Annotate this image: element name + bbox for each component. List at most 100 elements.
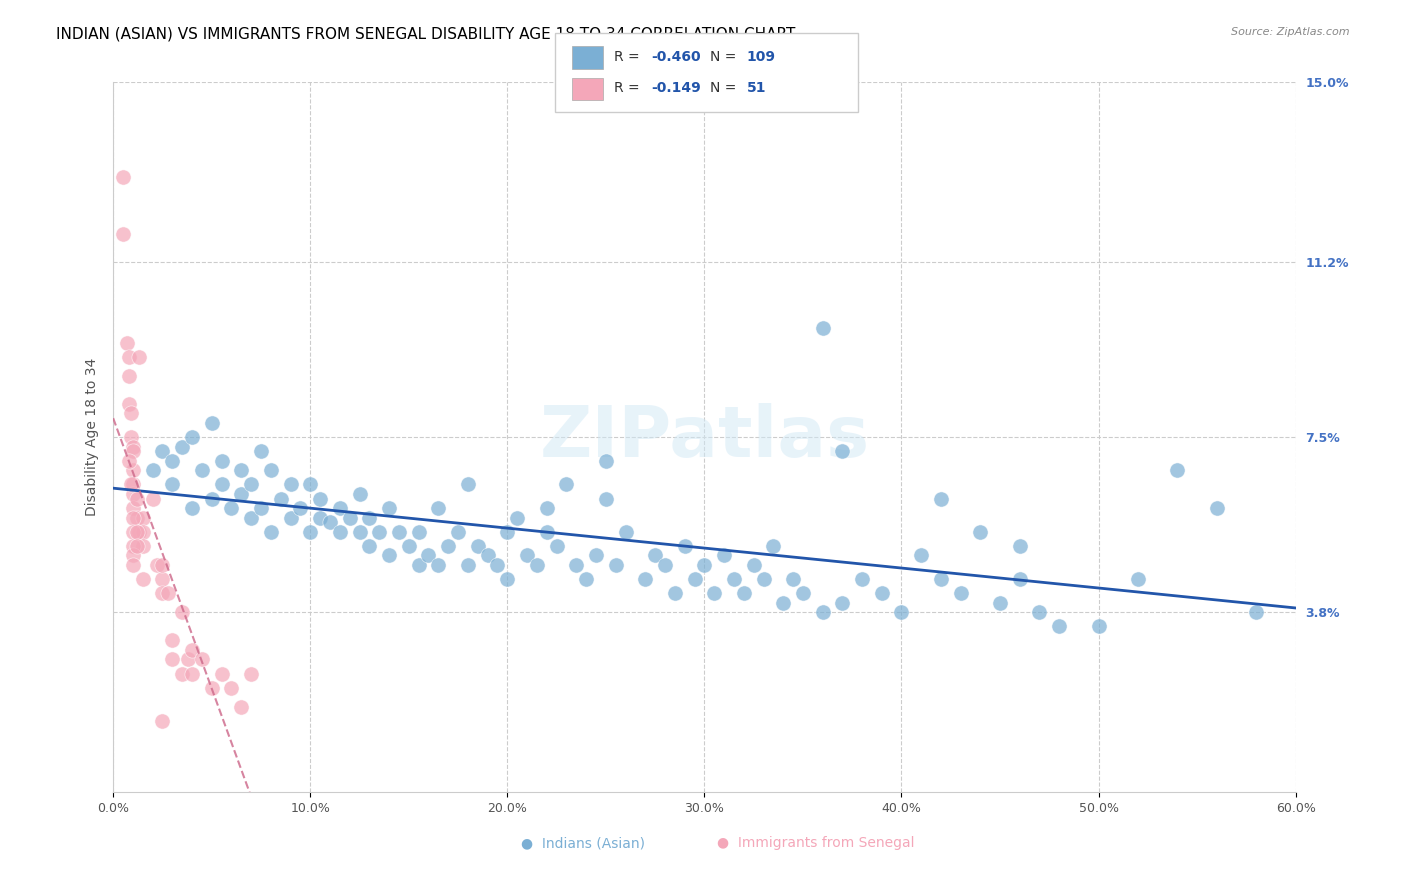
Point <box>536 524 558 539</box>
Point <box>349 524 371 539</box>
Point <box>427 558 450 572</box>
Point <box>605 558 627 572</box>
Point <box>240 477 263 491</box>
Y-axis label: Disability Age 18 to 34: Disability Age 18 to 34 <box>86 358 100 516</box>
Point <box>329 501 352 516</box>
Point <box>122 539 145 553</box>
Point <box>177 652 200 666</box>
Point <box>713 549 735 563</box>
Point <box>546 539 568 553</box>
Point <box>654 558 676 572</box>
Point <box>634 572 657 586</box>
Point <box>181 430 204 444</box>
Point <box>211 666 233 681</box>
Point <box>260 463 283 477</box>
Point <box>742 558 765 572</box>
Point <box>595 454 617 468</box>
Point <box>378 501 401 516</box>
Point <box>536 501 558 516</box>
Point <box>118 368 141 383</box>
Point <box>162 652 184 666</box>
Point <box>1008 572 1031 586</box>
Point <box>486 558 509 572</box>
Point <box>437 539 460 553</box>
Point <box>152 558 174 572</box>
Point <box>201 416 224 430</box>
Text: 51: 51 <box>747 81 766 95</box>
Point <box>132 572 155 586</box>
Point <box>191 652 214 666</box>
Point <box>125 510 148 524</box>
Point <box>122 501 145 516</box>
Point <box>201 681 224 695</box>
Point <box>349 487 371 501</box>
Point <box>949 586 972 600</box>
Point <box>782 572 804 586</box>
Point <box>128 524 150 539</box>
Point <box>733 586 755 600</box>
Point <box>575 572 598 586</box>
Point <box>122 477 145 491</box>
Point <box>1244 605 1267 619</box>
Point <box>191 463 214 477</box>
Point <box>811 605 834 619</box>
Text: -0.460: -0.460 <box>651 50 700 64</box>
Point <box>585 549 607 563</box>
Text: ZIPatlas: ZIPatlas <box>540 402 869 472</box>
Point <box>457 558 479 572</box>
Point <box>250 501 273 516</box>
Point <box>112 227 135 241</box>
Point <box>319 516 342 530</box>
Point <box>1166 463 1188 477</box>
Point <box>211 454 233 468</box>
Point <box>125 524 148 539</box>
Point <box>870 586 893 600</box>
Point <box>811 321 834 335</box>
Point <box>792 586 814 600</box>
Point <box>1087 619 1109 633</box>
Point <box>427 501 450 516</box>
Point <box>851 572 873 586</box>
Point <box>280 477 302 491</box>
Point <box>118 454 141 468</box>
Point <box>112 169 135 184</box>
Point <box>221 501 243 516</box>
Point <box>290 501 312 516</box>
Point <box>723 572 745 586</box>
Point <box>231 487 253 501</box>
Point <box>115 335 138 350</box>
Point <box>122 440 145 454</box>
Point <box>201 491 224 506</box>
Point <box>118 350 141 364</box>
Point <box>172 666 194 681</box>
Point <box>120 407 142 421</box>
Text: R =: R = <box>614 50 644 64</box>
Point <box>118 397 141 411</box>
Point <box>831 596 853 610</box>
Point <box>447 524 470 539</box>
Point <box>125 491 148 506</box>
Point <box>683 572 706 586</box>
Point <box>260 524 283 539</box>
Point <box>280 510 302 524</box>
Point <box>181 643 204 657</box>
Point <box>122 524 145 539</box>
Point <box>120 430 142 444</box>
Text: 109: 109 <box>747 50 776 64</box>
Point <box>378 549 401 563</box>
Point <box>122 558 145 572</box>
Point <box>555 477 578 491</box>
Point <box>673 539 696 553</box>
Point <box>418 549 440 563</box>
Point <box>120 477 142 491</box>
Point <box>339 510 361 524</box>
Point <box>152 444 174 458</box>
Point <box>132 524 155 539</box>
Point <box>368 524 391 539</box>
Point <box>890 605 912 619</box>
Point <box>664 586 686 600</box>
Point <box>565 558 588 572</box>
Point <box>359 539 381 553</box>
Point <box>752 572 775 586</box>
Point <box>772 596 794 610</box>
